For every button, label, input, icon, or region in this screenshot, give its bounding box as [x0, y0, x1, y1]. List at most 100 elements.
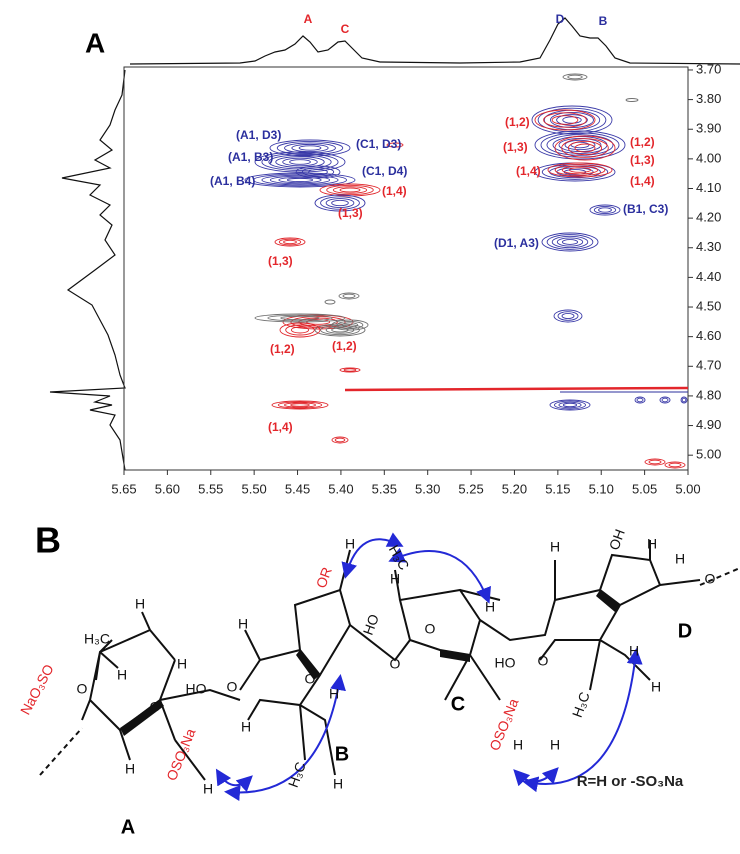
residue-label: B — [335, 743, 349, 765]
y-tick-label: 4.70 — [696, 358, 721, 373]
contour-level — [634, 396, 646, 404]
atom-label: O — [305, 671, 316, 687]
atom-label: H — [125, 761, 135, 777]
atom-label: HO — [495, 655, 516, 671]
contour-level — [336, 320, 364, 330]
contour-level — [289, 159, 311, 165]
annotation: (1,2) — [270, 342, 295, 356]
annotation: (1,4) — [382, 184, 407, 198]
contour-level — [574, 143, 596, 153]
atom-label: H — [238, 616, 248, 632]
contour-level — [261, 153, 339, 171]
y-tick-label: 4.20 — [696, 210, 721, 225]
substituent: OSO₃Na — [163, 726, 198, 783]
y-tick-label: 4.60 — [696, 328, 721, 343]
contour-level — [301, 167, 335, 177]
contour-level — [339, 187, 361, 193]
y-tick-label: 5.00 — [696, 447, 721, 462]
atom-label: O — [227, 679, 238, 695]
annotation: (D1, A3) — [494, 236, 539, 250]
contour-level — [598, 207, 612, 213]
contour-level — [551, 115, 579, 125]
contour-level — [332, 186, 368, 194]
contour-level — [554, 164, 606, 176]
atom-label: O — [538, 653, 549, 669]
annotation: (C1, D4) — [362, 164, 407, 178]
contour-level — [589, 204, 621, 216]
contour-level — [556, 237, 584, 247]
contour-level — [543, 112, 587, 128]
contour-level — [554, 135, 616, 161]
annotation: (B1, C3) — [623, 202, 668, 216]
contours — [244, 73, 688, 469]
contour-level — [282, 157, 318, 167]
contour-level — [308, 168, 328, 176]
contour-level — [551, 235, 589, 249]
peak-label: B — [599, 14, 608, 28]
contour-level — [267, 314, 333, 322]
atom-label: HO — [186, 681, 207, 697]
annotation: (A1, B4) — [210, 174, 255, 188]
contour-level — [562, 116, 582, 124]
contour-level — [567, 74, 583, 80]
contour-level — [320, 196, 360, 210]
atom-label: H — [333, 776, 343, 792]
substituent: OR — [313, 565, 335, 590]
contour-level — [314, 194, 366, 212]
contour-level — [537, 107, 607, 133]
contour-level — [271, 400, 329, 410]
contour-level — [562, 402, 578, 408]
annotation: (1,4) — [516, 164, 541, 178]
y-tick-label: 4.90 — [696, 417, 721, 432]
contour-level — [681, 397, 687, 403]
x-tick-label: 5.55 — [198, 481, 223, 496]
contour-level — [561, 165, 599, 175]
atom-label: O — [77, 681, 88, 697]
x-tick-label: 5.35 — [372, 481, 397, 496]
contour-level — [625, 98, 639, 102]
contour-level — [550, 112, 594, 128]
x-tick-label: 5.50 — [241, 481, 266, 496]
x-tick-label: 5.05 — [632, 481, 657, 496]
y-tick-label: 3.90 — [696, 121, 721, 136]
atom-label: H — [485, 599, 495, 615]
annotation: (1,3) — [268, 254, 293, 268]
annotation: (A1, D3) — [236, 128, 281, 142]
atom-label: O — [705, 571, 716, 587]
annotation: (A1, B3) — [228, 150, 273, 164]
atom-label: H — [177, 656, 187, 672]
x-tick-label: 5.10 — [589, 481, 614, 496]
annotation: (1,3) — [630, 153, 655, 167]
contour-level — [567, 140, 603, 156]
contour-level — [659, 396, 671, 404]
contour-level — [664, 461, 686, 469]
y-tick-label: 4.40 — [696, 269, 721, 284]
residue-label: A — [121, 816, 135, 838]
atom-label: H — [117, 667, 127, 683]
contour-level — [341, 322, 359, 328]
annotation: (1,2) — [630, 135, 655, 149]
panel-label: A — [85, 27, 105, 58]
contour-level — [254, 313, 346, 323]
substituent: NaO₃SO — [17, 661, 57, 717]
contour-level — [290, 326, 310, 334]
contour-level — [561, 312, 575, 320]
contour-level — [280, 315, 320, 321]
contour-level — [320, 324, 360, 336]
x-tick-label: 5.60 — [155, 481, 180, 496]
peak-label: D — [556, 12, 565, 26]
contour-level — [342, 293, 356, 299]
x-tick-label: 5.00 — [675, 481, 700, 496]
contour-level — [644, 458, 666, 466]
contour-level — [295, 165, 341, 179]
contour-level — [290, 403, 310, 407]
y-tick-label: 3.80 — [696, 91, 721, 106]
atom-label: H — [329, 686, 339, 702]
contour-level — [283, 239, 297, 245]
contour-level — [298, 145, 322, 151]
contour-level — [338, 292, 360, 300]
contour-level — [291, 143, 329, 153]
atom-label: H — [241, 719, 251, 735]
x-tick-label: 5.15 — [545, 481, 570, 496]
